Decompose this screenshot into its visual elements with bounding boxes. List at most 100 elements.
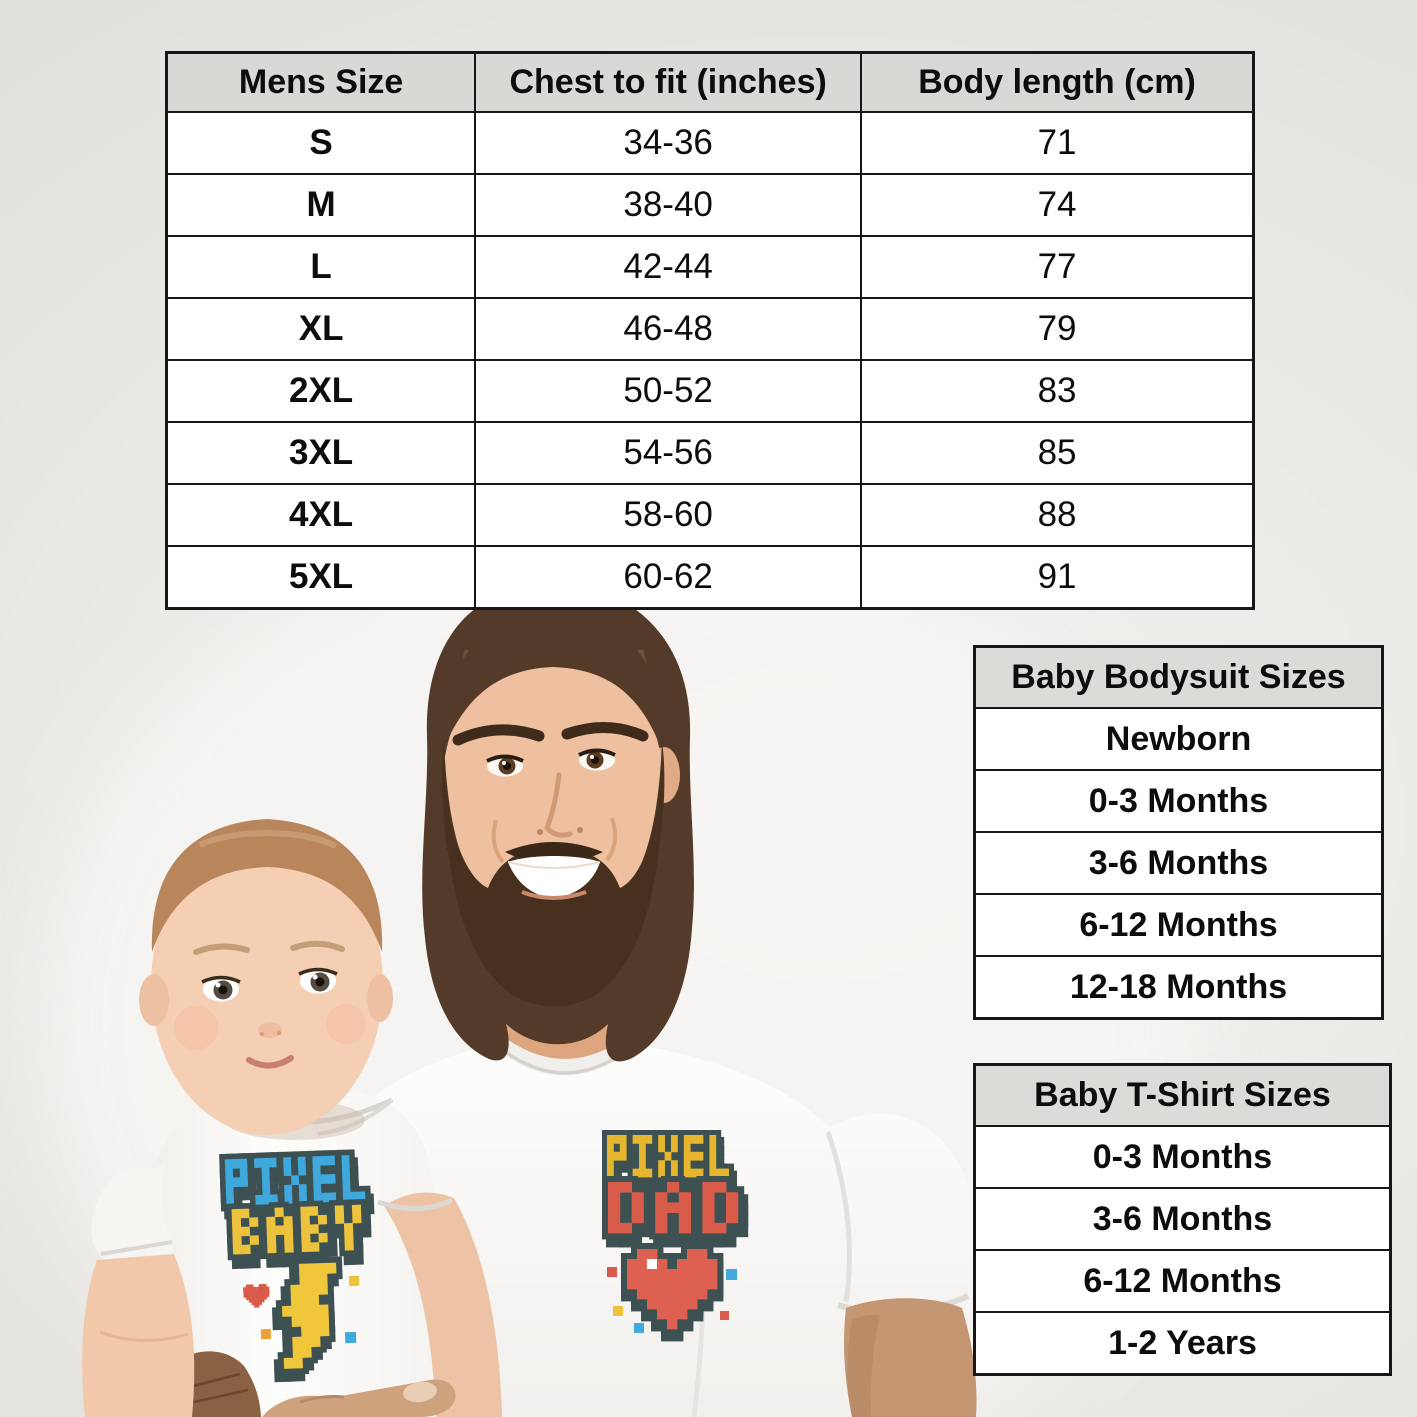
table-row: 3-6 Months <box>973 1187 1392 1251</box>
table-row: S 34-36 71 <box>165 111 1255 175</box>
baby-cheek <box>174 1006 218 1050</box>
accent-square <box>613 1306 623 1316</box>
table-row: 6-12 Months <box>973 1249 1392 1313</box>
bodysuit-size-cell: 6-12 Months <box>973 893 1384 957</box>
table-row: 1-2 Years <box>973 1311 1392 1376</box>
accent-square <box>634 1323 644 1333</box>
table-row: 3XL 54-56 85 <box>165 421 1255 485</box>
father-nose <box>544 772 573 838</box>
bodysuit-chart-header-row: Baby Bodysuit Sizes <box>973 645 1384 709</box>
baby-eyebrow <box>193 943 250 955</box>
bodysuit-chart-title: Baby Bodysuit Sizes <box>973 645 1384 709</box>
baby-eyebrow <box>290 940 345 952</box>
father-arm-shadow <box>847 1314 880 1417</box>
pixel-heart-icon <box>621 1243 724 1342</box>
tshirt-size-cell: 0-3 Months <box>973 1125 1392 1189</box>
father-eyes <box>486 748 616 777</box>
bodysuit-size-cell: 12-18 Months <box>973 955 1384 1020</box>
father-smile-line <box>491 819 505 864</box>
pixel-word-baby-line1 <box>219 1149 375 1220</box>
bodysuit-size-cell: Newborn <box>973 707 1384 771</box>
baby-ear <box>367 974 393 1022</box>
length-cell: 91 <box>860 545 1255 610</box>
accent-square <box>726 1269 737 1280</box>
table-row: 5XL 60-62 91 <box>165 545 1255 610</box>
accent-square <box>607 1267 617 1277</box>
baby-hair <box>151 819 383 952</box>
father-smile-line <box>605 817 618 862</box>
size-cell: 5XL <box>165 545 477 610</box>
accent-square <box>720 1311 729 1320</box>
table-row: Newborn <box>973 707 1384 771</box>
father-thumbnail <box>403 1381 437 1403</box>
table-row: L 42-44 77 <box>165 235 1255 299</box>
father-eyebrow <box>452 724 545 746</box>
father-lower-lip <box>521 890 587 900</box>
table-row: M 38-40 74 <box>165 173 1255 237</box>
length-cell: 83 <box>860 359 1255 423</box>
pixel-word-dad-line2 <box>602 1176 749 1248</box>
table-row: 3-6 Months <box>973 831 1384 895</box>
table-row: 6-12 Months <box>973 893 1384 957</box>
father-knuckle-line <box>299 1395 345 1404</box>
baby-arm-crease <box>99 1330 189 1342</box>
father-mustache <box>505 842 603 863</box>
father-hand <box>262 1379 456 1417</box>
baby-mouth <box>246 1055 294 1069</box>
size-cell: XL <box>165 297 477 361</box>
chest-cell: 50-52 <box>474 359 863 423</box>
tshirt-chart-header-row: Baby T-Shirt Sizes <box>973 1063 1392 1127</box>
mens-chart-header-length: Body length (cm) <box>860 51 1255 113</box>
tshirt-size-cell: 1-2 Years <box>973 1311 1392 1376</box>
bodysuit-size-cell: 0-3 Months <box>973 769 1384 833</box>
size-cell: S <box>165 111 477 175</box>
chest-cell: 38-40 <box>474 173 863 237</box>
baby-cheek <box>326 1004 366 1044</box>
length-cell: 71 <box>860 111 1255 175</box>
chest-cell: 46-48 <box>474 297 863 361</box>
accent-square <box>260 1328 272 1340</box>
tshirt-size-cell: 3-6 Months <box>973 1187 1392 1251</box>
father-nostril <box>577 827 583 833</box>
length-cell: 85 <box>860 421 1255 485</box>
chest-cell: 34-36 <box>474 111 863 175</box>
accent-square <box>344 1331 357 1344</box>
chest-cell: 60-62 <box>474 545 863 610</box>
baby-bodysuit-size-chart: Baby Bodysuit Sizes Newborn 0-3 Months 3… <box>973 645 1384 1020</box>
bodysuit-size-cell: 3-6 Months <box>973 831 1384 895</box>
table-row: 0-3 Months <box>973 769 1384 833</box>
mens-chart-header-row: Mens Size Chest to fit (inches) Body len… <box>165 51 1255 113</box>
tshirt-sleeve-seam <box>825 1131 852 1303</box>
father-eyebrow <box>561 721 649 742</box>
baby-left-sleeve <box>91 1164 174 1264</box>
baby-left-sleeve-hem <box>100 1240 173 1256</box>
baby-ear <box>139 974 169 1026</box>
baby-tshirt-size-chart: Baby T-Shirt Sizes 0-3 Months 3-6 Months… <box>973 1063 1392 1376</box>
size-cell: 4XL <box>165 483 477 547</box>
chest-cell: 42-44 <box>474 235 863 299</box>
table-row: XL 46-48 79 <box>165 297 1255 361</box>
lightning-bolt-icon <box>271 1256 343 1383</box>
baby-right-sleeve-hem <box>377 1197 454 1212</box>
dad-shirt-graphic <box>602 1130 749 1342</box>
baby-nostril <box>276 1030 282 1036</box>
size-cell: 2XL <box>165 359 477 423</box>
table-row: 0-3 Months <box>973 1125 1392 1189</box>
table-row: 2XL 50-52 83 <box>165 359 1255 423</box>
tshirt-chart-title: Baby T-Shirt Sizes <box>973 1063 1392 1127</box>
tshirt-size-cell: 6-12 Months <box>973 1249 1392 1313</box>
accent-square <box>348 1275 360 1287</box>
length-cell: 79 <box>860 297 1255 361</box>
small-pixel-heart-icon <box>243 1284 270 1308</box>
size-cell: M <box>165 173 477 237</box>
table-row: 4XL 58-60 88 <box>165 483 1255 547</box>
baby-eyes <box>201 967 338 1002</box>
chest-cell: 58-60 <box>474 483 863 547</box>
baby-head <box>151 835 383 1135</box>
table-row: 12-18 Months <box>973 955 1384 1020</box>
length-cell: 77 <box>860 235 1255 299</box>
baby-hair-wisp <box>198 830 338 849</box>
length-cell: 88 <box>860 483 1255 547</box>
size-cell: 3XL <box>165 421 477 485</box>
